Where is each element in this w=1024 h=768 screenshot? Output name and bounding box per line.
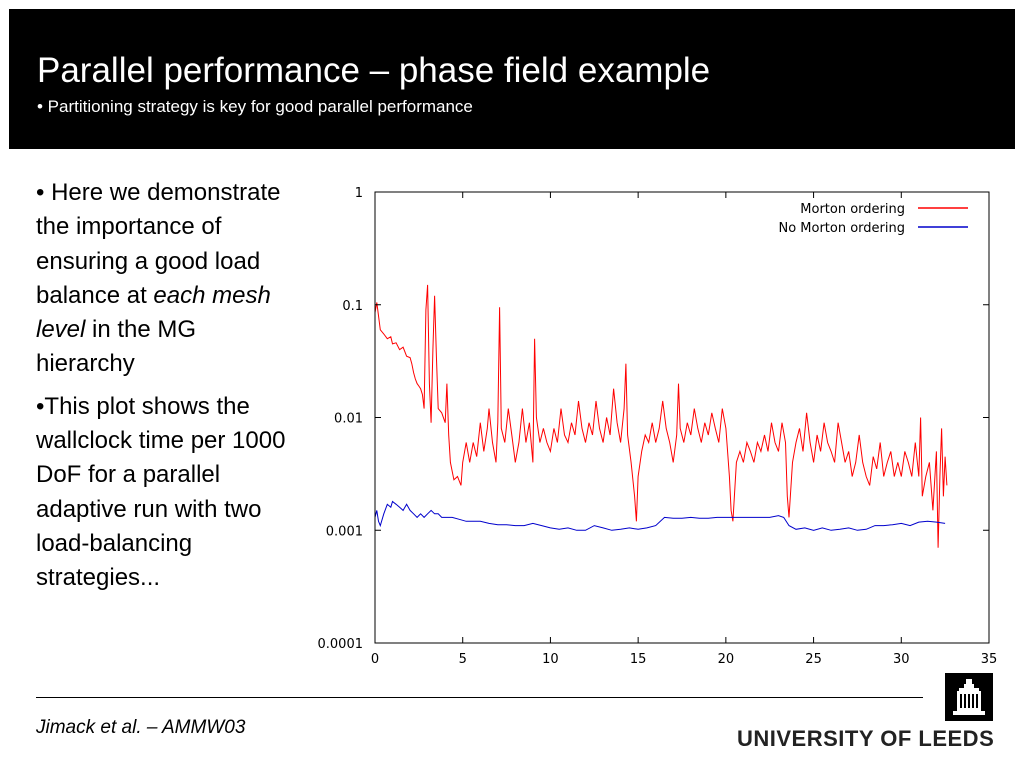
y-tick-label: 0.1 [342,299,363,314]
y-tick-label: 1 [355,186,363,201]
footer-divider [36,697,923,698]
x-tick-label: 5 [459,652,467,667]
bullet-item-plot-description: •This plot shows the wallclock time per … [36,392,286,592]
y-tick-label: 0.01 [334,412,363,427]
plot-frame [374,191,990,644]
bullet-list: • Here we demonstrate the importance of … [36,176,286,604]
series-line-no-morton [374,500,946,531]
x-tick-label: 30 [893,652,910,667]
university-wordmark: UNIVERSITY OF LEEDS [737,726,995,751]
series-line-morton [374,284,948,548]
legend-label-no-morton: No Morton ordering [778,221,905,236]
title-banner: Parallel performance – phase field examp… [9,9,1015,149]
university-crest-icon [945,673,993,721]
bullet-1-suffix: in the MG hierarchy [36,316,197,378]
x-tick-label: 20 [718,652,735,667]
footer-credit: Jimack et al. – AMMW03 [36,717,245,739]
x-tick-label: 35 [981,652,998,667]
wallclock-chart: 0 5 10 15 20 25 30 35 1 0.1 0.01 0.001 0.0001 Morton… [300,176,1000,671]
y-tick-label: 0.0001 [318,637,364,652]
slide-subtitle: • Partitioning strategy is key for good … [37,97,473,116]
axis-ticks: 0 5 10 15 20 25 30 35 1 0.1 0.01 0.001 0.0001 [318,186,998,667]
bullet-1-emphasis: each mesh level [36,281,271,344]
chart-canvas: 0 5 10 15 20 25 30 35 1 0.1 0.01 0.001 0.0001 Morton… [318,186,998,667]
footer-credit-venue: . – AMMW03 [136,717,246,738]
y-tick-label: 0.001 [326,524,363,539]
plot-lines [374,284,948,548]
bullet-item-load-balance: • Here we demonstrate the importance of … [36,176,286,382]
footer-credit-authors: Jimack et al [36,717,137,738]
x-tick-label: 10 [542,652,559,667]
x-tick-label: 15 [630,652,647,667]
x-tick-label: 0 [371,652,379,667]
chart-legend: Morton ordering No Morton ordering [778,202,968,236]
x-tick-label: 25 [805,652,822,667]
slide-title: Parallel performance – phase field examp… [37,51,711,90]
legend-label-morton: Morton ordering [800,202,905,217]
bullet-1-text: • Here we demonstrate the importance of … [36,179,281,309]
